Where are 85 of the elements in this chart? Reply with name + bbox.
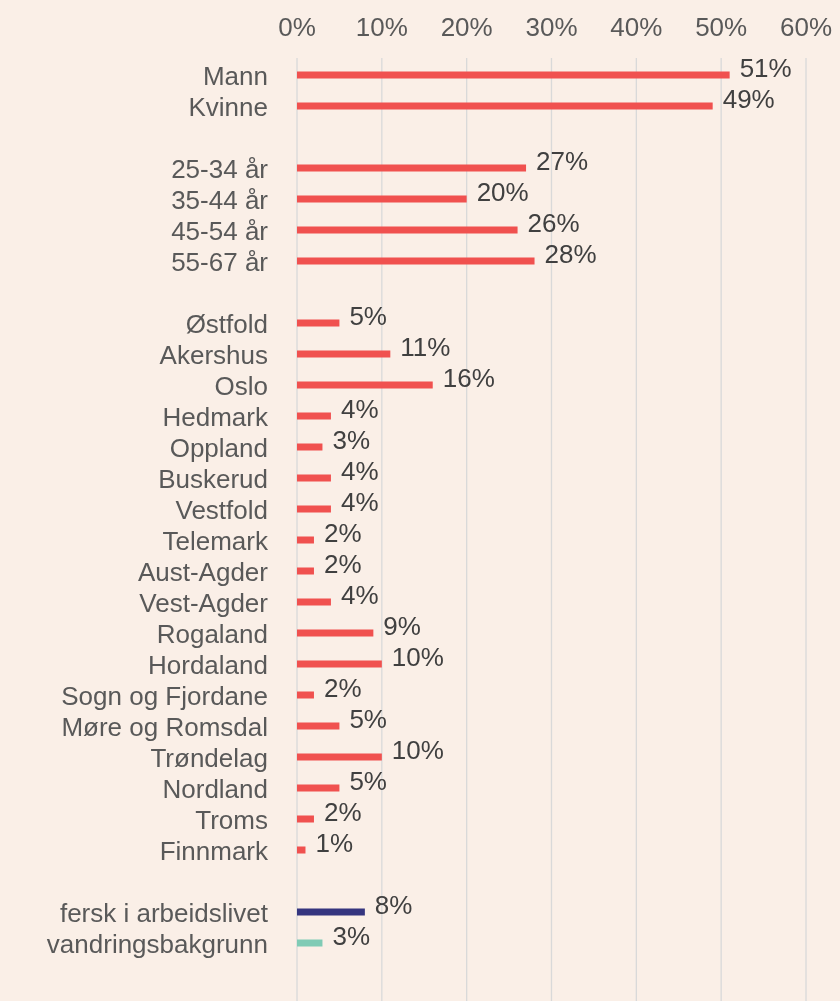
- data-label: 2%: [323, 797, 362, 827]
- y-tick-label: Møre og Romsdal: [61, 712, 268, 742]
- data-label: 51%: [739, 53, 792, 83]
- y-tick-label: Akershus: [159, 340, 268, 370]
- y-tick-label: Hedmark: [162, 402, 269, 432]
- y-tick-label: Trøndelag: [150, 743, 268, 773]
- data-label: 4%: [340, 487, 379, 517]
- x-tick-label: 60%: [779, 12, 833, 42]
- bar: [297, 939, 323, 947]
- bar: [297, 753, 382, 761]
- y-tick-label: Oslo: [214, 371, 268, 401]
- data-label: 8%: [374, 890, 413, 920]
- bar: [297, 226, 518, 234]
- data-label: 3%: [332, 425, 371, 455]
- y-tick-label: Nordland: [162, 774, 268, 804]
- y-tick-label: 35-44 år: [171, 185, 269, 215]
- data-label: 20%: [476, 177, 529, 207]
- y-tick-label: Østfold: [185, 309, 268, 339]
- data-label: 2%: [323, 673, 362, 703]
- data-label: 5%: [349, 766, 387, 796]
- data-label: 5%: [349, 301, 387, 331]
- x-tick-label: 30%: [525, 12, 578, 42]
- data-label: 4%: [340, 456, 379, 486]
- data-label: 26%: [527, 208, 580, 238]
- data-label: 10%: [391, 735, 444, 765]
- y-tick-label: Aust-Agder: [137, 557, 269, 587]
- y-tick-label: Telemark: [162, 526, 269, 556]
- bar: [297, 412, 331, 420]
- bar: [297, 846, 306, 854]
- y-tick-label: Mann: [202, 61, 268, 91]
- y-tick-label: fersk i arbeidslivet: [59, 898, 269, 928]
- y-tick-label: Finnmark: [159, 836, 269, 866]
- bar: [297, 598, 331, 606]
- y-tick-label: Troms: [195, 805, 268, 835]
- x-tick-label: 0%: [278, 12, 316, 42]
- y-tick-label: Hordaland: [148, 650, 268, 680]
- y-tick-label: Vest-Agder: [139, 588, 269, 618]
- bar: [297, 722, 340, 730]
- data-label: 28%: [544, 239, 597, 269]
- y-tick-label: Vestfold: [175, 495, 268, 525]
- bar: [297, 784, 340, 792]
- bar: [297, 319, 340, 327]
- data-label: 2%: [323, 518, 362, 548]
- y-tick-label: Oppland: [169, 433, 268, 463]
- y-tick-label: Kvinne: [188, 92, 268, 122]
- data-label: 1%: [315, 828, 354, 858]
- bar: [297, 443, 323, 451]
- bar: [297, 195, 467, 203]
- data-label: 11%: [400, 332, 451, 362]
- bar: [297, 567, 314, 575]
- bar: [297, 629, 374, 637]
- data-label: 16%: [442, 363, 495, 393]
- bar: [297, 908, 365, 916]
- bar: [297, 536, 314, 544]
- bar: [297, 691, 314, 699]
- x-tick-label: 20%: [440, 12, 493, 42]
- data-label: 4%: [340, 580, 379, 610]
- bar: [297, 474, 331, 482]
- data-label: 10%: [391, 642, 444, 672]
- y-tick-label: 25-34 år: [171, 154, 269, 184]
- bar: [297, 660, 382, 668]
- y-tick-label: vandringsbakgrunn: [46, 929, 268, 959]
- data-label: 2%: [323, 549, 362, 579]
- data-label: 5%: [349, 704, 387, 734]
- data-label: 49%: [722, 84, 775, 114]
- bar: [297, 381, 433, 389]
- bar: [297, 505, 331, 513]
- bar: [297, 102, 713, 110]
- x-tick-label: 50%: [695, 12, 748, 42]
- x-tick-label: 10%: [355, 12, 408, 42]
- data-label: 4%: [340, 394, 379, 424]
- y-tick-label: Buskerud: [158, 464, 268, 494]
- y-tick-label: Rogaland: [156, 619, 268, 649]
- data-label: 27%: [536, 146, 589, 176]
- bar: [297, 350, 391, 358]
- bar: [297, 164, 527, 172]
- y-tick-label: Sogn og Fjordane: [61, 681, 268, 711]
- x-tick-label: 40%: [610, 12, 663, 42]
- y-tick-label: 45-54 år: [171, 216, 269, 246]
- data-label: 9%: [383, 611, 421, 641]
- bar: [297, 815, 314, 823]
- data-label: 3%: [332, 921, 371, 951]
- bar: [297, 257, 535, 265]
- bar: [297, 71, 730, 79]
- y-tick-label: 55-67 år: [171, 247, 269, 277]
